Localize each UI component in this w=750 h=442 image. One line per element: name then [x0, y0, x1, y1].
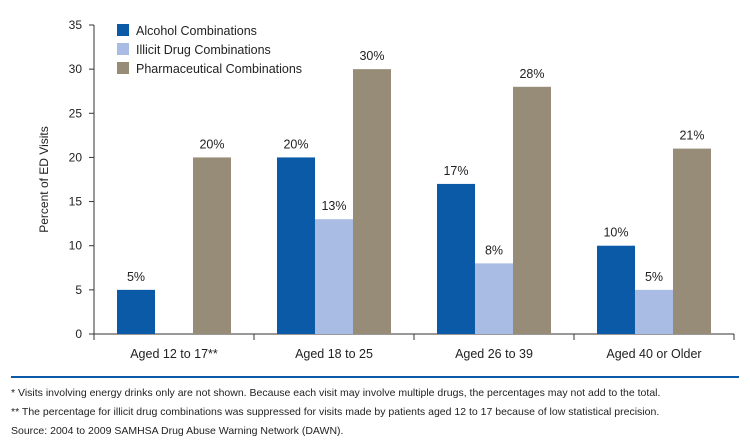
x-category-label: Aged 12 to 17**: [130, 347, 218, 361]
data-label: 8%: [485, 243, 503, 257]
footnotes: * Visits involving energy drinks only ar…: [11, 384, 741, 441]
data-label: 21%: [679, 129, 704, 143]
y-tick-label: 35: [69, 18, 83, 32]
data-label: 10%: [603, 226, 628, 240]
legend-label: Illicit Drug Combinations: [136, 43, 271, 57]
y-tick-label: 20: [69, 150, 83, 164]
legend-label: Alcohol Combinations: [136, 24, 257, 38]
bar-illicit-drug-combinations: [475, 263, 513, 334]
x-category-label: Aged 40 or Older: [606, 347, 701, 361]
y-tick-label: 10: [69, 239, 83, 253]
x-category-label: Aged 26 to 39: [455, 347, 533, 361]
bar-pharmaceutical-combinations: [673, 148, 711, 334]
y-tick-label: 0: [75, 327, 82, 341]
y-tick-label: 25: [69, 106, 83, 120]
data-label: 5%: [127, 270, 145, 284]
y-axis-title: Percent of ED Visits: [37, 126, 51, 233]
legend-label: Pharmaceutical Combinations: [136, 62, 302, 76]
footnote-energy-drinks: * Visits involving energy drinks only ar…: [11, 387, 661, 399]
x-category-label: Aged 18 to 25: [295, 347, 373, 361]
data-label: 28%: [519, 67, 544, 81]
legend-swatch: [117, 24, 129, 36]
y-tick-label: 5: [75, 283, 82, 297]
bar-pharmaceutical-combinations: [353, 69, 391, 335]
data-label: 5%: [645, 270, 663, 284]
y-tick-label: 30: [69, 62, 83, 76]
y-tick-label: 15: [69, 195, 83, 209]
bar-pharmaceutical-combinations: [193, 157, 231, 334]
data-label: 20%: [199, 137, 224, 151]
legend-swatch: [117, 43, 129, 55]
bar-illicit-drug-combinations: [315, 219, 353, 334]
bar-chart: 0 5 10 15 20 25 30 35 Percent of ED Visits Aged 1…: [37, 18, 735, 361]
data-label: 20%: [283, 137, 308, 151]
data-label: 30%: [359, 49, 384, 63]
footnote-divider: [11, 376, 739, 378]
bar-alcohol-combinations: [277, 157, 315, 334]
source-note: Source: 2004 to 2009 SAMHSA Drug Abuse W…: [11, 425, 344, 437]
footnote-suppressed: ** The percentage for illicit drug combi…: [11, 406, 660, 418]
data-label: 17%: [443, 164, 468, 178]
bar-pharmaceutical-combinations: [513, 86, 551, 334]
legend-swatch: [117, 62, 129, 74]
bar-illicit-drug-combinations: [635, 289, 673, 334]
bar-alcohol-combinations: [597, 245, 635, 334]
data-label: 13%: [321, 199, 346, 213]
bar-alcohol-combinations: [117, 289, 155, 334]
bar-alcohol-combinations: [437, 183, 475, 334]
